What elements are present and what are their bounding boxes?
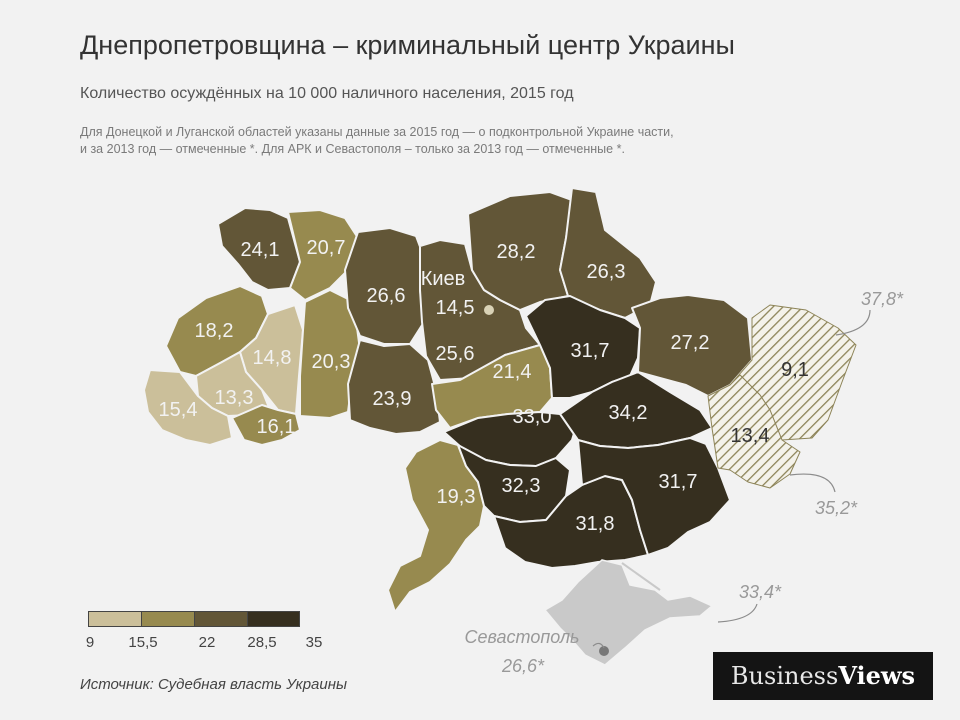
color-legend [88, 611, 300, 627]
region-value-label: 9,1 [781, 359, 809, 381]
crimea-leader-line [717, 603, 758, 623]
region-value-label: 13,3 [215, 387, 254, 409]
region-value-label: 13,4 [731, 425, 770, 447]
region-11 [419, 239, 541, 381]
region-14 [431, 344, 553, 429]
crimea-region [543, 559, 714, 666]
legend-swatch-1 [88, 611, 141, 627]
legend-tick: 22 [198, 634, 216, 651]
region-value-label: 26,6 [367, 285, 406, 307]
kiev-city-name: Киев [421, 268, 466, 290]
region-2 [287, 209, 359, 301]
donetsk-leader-line [789, 473, 836, 493]
region-value-label: 32,3 [502, 475, 541, 497]
region-value-label: 21,4 [493, 361, 532, 383]
sevastopol-value: 26,6* [501, 656, 545, 676]
region-22 [577, 437, 731, 556]
region-value-label: 26,3 [587, 261, 626, 283]
region-6 [143, 369, 233, 446]
region-value-label: 31,8 [576, 513, 615, 535]
donetsk-2013-value: 35,2* [815, 498, 858, 518]
footnote: Для Донецкой и Луганской областей указан… [80, 124, 800, 158]
page-subtitle: Количество осуждённых на 10 000 наличног… [80, 85, 574, 102]
region-value-label: 33,0 [513, 406, 552, 428]
legend-swatch-2 [141, 611, 194, 627]
region-value-label: 28,2 [497, 241, 536, 263]
region-value-label: 16,1 [257, 416, 296, 438]
region-value-label: 20,3 [312, 351, 351, 373]
legend-tick: 35 [305, 634, 323, 651]
businessviews-logo: BusinessViews [713, 652, 933, 700]
kiev-city-marker [484, 305, 494, 315]
region-value-label: 27,2 [671, 332, 710, 354]
crimea-2013-value: 33,4* [739, 582, 782, 602]
page-title: Днепропетровщина – криминальный центр Ук… [80, 30, 735, 60]
region-10 [347, 339, 441, 435]
sevastopol-marker [599, 646, 609, 656]
sevastopol-name: Севастополь [465, 627, 580, 647]
luhansk-leader-line [835, 309, 871, 336]
arabat-spit [621, 562, 661, 591]
region-value-label: 14,8 [253, 347, 292, 369]
footnote-line-2: и за 2013 год — отмеченные *. Для АРК и … [80, 142, 625, 156]
luhansk-2013-value: 37,8* [861, 289, 904, 309]
region-value-label: 23,9 [373, 388, 412, 410]
region-value-label: 15,4 [159, 399, 198, 421]
region-24 [707, 374, 801, 489]
legend-tick: 28,5 [247, 634, 277, 651]
legend-swatch-3 [194, 611, 247, 627]
legend-tick: 15,5 [128, 634, 158, 651]
region-value-label: 18,2 [195, 320, 234, 342]
region-value-label: 31,7 [571, 340, 610, 362]
region-value-label: 20,7 [307, 237, 346, 259]
region-value-label: 34,2 [609, 402, 648, 424]
footnote-line-1: Для Донецкой и Луганской областей указан… [80, 125, 674, 139]
region-value-label: 25,6 [436, 343, 475, 365]
source-caption: Источник: Судебная власть Украины [80, 676, 348, 693]
sevastopol-leader-line [592, 642, 605, 649]
kiev-city-value: 14,5 [436, 297, 475, 319]
legend-swatch-4 [247, 611, 300, 627]
region-9 [344, 227, 426, 345]
region-value-label: 19,3 [437, 486, 476, 508]
region-7 [231, 404, 301, 446]
legend-tick: 9 [85, 634, 95, 651]
region-value-label: 24,1 [241, 239, 280, 261]
region-value-label: 31,7 [659, 471, 698, 493]
